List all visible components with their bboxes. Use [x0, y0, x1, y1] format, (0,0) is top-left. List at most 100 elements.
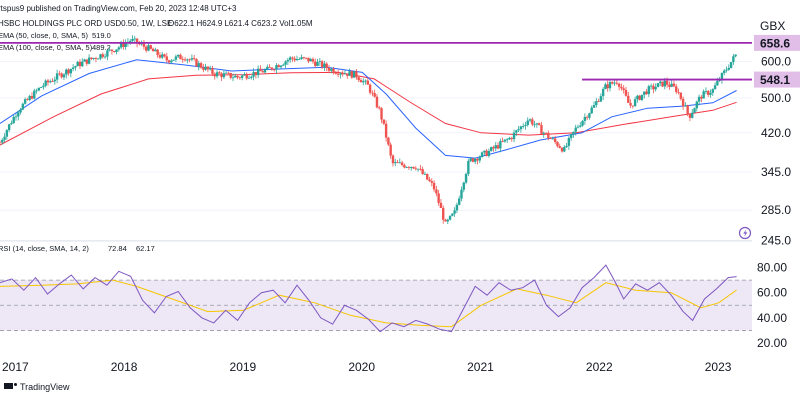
candle[interactable]	[551, 136, 555, 140]
candle[interactable]	[101, 52, 105, 59]
candle[interactable]	[97, 57, 100, 60]
candle[interactable]	[263, 68, 267, 74]
candle[interactable]	[471, 157, 475, 163]
candle[interactable]	[199, 61, 203, 69]
candle[interactable]	[423, 171, 427, 176]
candle[interactable]	[129, 38, 132, 45]
ema50-label[interactable]: EMA (50, close, 0, SMA, 5)	[0, 31, 89, 40]
candle[interactable]	[311, 57, 315, 64]
candle[interactable]	[508, 136, 511, 140]
candle[interactable]	[697, 94, 701, 106]
candle[interactable]	[213, 72, 216, 80]
candle[interactable]	[496, 142, 500, 150]
candle[interactable]	[725, 66, 728, 73]
candle[interactable]	[398, 158, 402, 164]
candle[interactable]	[675, 84, 678, 95]
candle[interactable]	[87, 54, 91, 65]
candle[interactable]	[320, 60, 324, 69]
candle[interactable]	[521, 123, 525, 129]
candle[interactable]	[51, 78, 54, 82]
candle[interactable]	[572, 131, 575, 138]
candle[interactable]	[83, 58, 86, 62]
candle[interactable]	[163, 53, 166, 58]
candle[interactable]	[378, 105, 381, 110]
candle[interactable]	[672, 80, 676, 88]
candle[interactable]	[588, 112, 591, 120]
candle[interactable]	[195, 58, 198, 67]
candle[interactable]	[387, 136, 390, 146]
candle[interactable]	[400, 160, 404, 167]
candle[interactable]	[384, 120, 388, 142]
candle[interactable]	[5, 128, 9, 140]
candle[interactable]	[396, 159, 399, 164]
candle[interactable]	[528, 118, 532, 123]
candle[interactable]	[448, 215, 452, 221]
candle[interactable]	[3, 133, 6, 143]
candle[interactable]	[227, 71, 230, 74]
candle[interactable]	[713, 82, 717, 90]
candle[interactable]	[254, 72, 258, 79]
candle[interactable]	[556, 141, 559, 148]
candle[interactable]	[259, 65, 262, 72]
candle[interactable]	[240, 74, 244, 81]
candle[interactable]	[250, 75, 253, 80]
candle[interactable]	[92, 57, 95, 61]
ema50-line[interactable]	[0, 59, 737, 159]
candle[interactable]	[702, 89, 705, 99]
candle[interactable]	[405, 166, 408, 169]
candle[interactable]	[503, 139, 507, 143]
candle[interactable]	[670, 79, 673, 88]
candle[interactable]	[156, 48, 159, 58]
candle[interactable]	[7, 123, 11, 133]
candle[interactable]	[547, 130, 550, 141]
candle[interactable]	[442, 205, 445, 224]
candle[interactable]	[519, 125, 523, 133]
candle[interactable]	[197, 60, 200, 71]
candle[interactable]	[633, 96, 637, 107]
candle[interactable]	[170, 59, 173, 65]
candle[interactable]	[202, 63, 205, 73]
candle[interactable]	[81, 58, 84, 68]
candle[interactable]	[681, 96, 685, 110]
candle[interactable]	[444, 218, 447, 222]
candle[interactable]	[284, 60, 287, 68]
candle[interactable]	[695, 100, 699, 112]
candle[interactable]	[567, 136, 571, 150]
candle[interactable]	[727, 64, 730, 71]
candle[interactable]	[585, 115, 589, 120]
candle[interactable]	[174, 54, 178, 62]
candle[interactable]	[261, 68, 264, 73]
candle[interactable]	[113, 50, 116, 53]
candle[interactable]	[510, 136, 513, 142]
candle[interactable]	[172, 59, 175, 61]
candle[interactable]	[558, 143, 561, 149]
candle[interactable]	[74, 65, 77, 71]
candle[interactable]	[309, 57, 312, 62]
candle[interactable]	[535, 123, 539, 128]
candle[interactable]	[357, 76, 360, 82]
candle[interactable]	[544, 132, 548, 135]
candle[interactable]	[190, 54, 194, 62]
candle[interactable]	[330, 67, 333, 74]
candle[interactable]	[149, 44, 152, 50]
candle[interactable]	[569, 133, 573, 141]
candle[interactable]	[419, 165, 422, 171]
candle[interactable]	[426, 173, 429, 181]
candle[interactable]	[247, 75, 251, 79]
candle[interactable]	[0, 140, 2, 144]
candle[interactable]	[421, 166, 424, 175]
candle[interactable]	[592, 101, 596, 109]
candle[interactable]	[707, 90, 710, 97]
candle[interactable]	[293, 56, 296, 62]
candle[interactable]	[332, 66, 335, 75]
lightning-icon[interactable]	[738, 226, 752, 240]
candle[interactable]	[188, 58, 191, 63]
candle[interactable]	[693, 107, 696, 113]
candle[interactable]	[611, 81, 614, 85]
candle[interactable]	[373, 89, 376, 98]
candle[interactable]	[238, 76, 242, 80]
candle[interactable]	[560, 147, 564, 153]
candle[interactable]	[622, 84, 625, 94]
candle[interactable]	[734, 54, 737, 58]
candle[interactable]	[314, 58, 317, 68]
